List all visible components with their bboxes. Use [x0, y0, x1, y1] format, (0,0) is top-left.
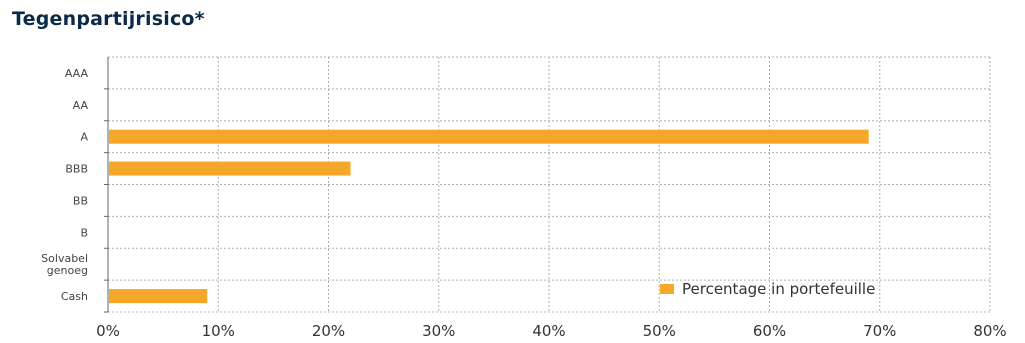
- x-tick-label: 60%: [753, 322, 786, 340]
- category-label: Cash: [61, 290, 88, 303]
- x-tick-label: 10%: [202, 322, 235, 340]
- x-tick-label: 70%: [863, 322, 896, 340]
- x-tick-label: 50%: [643, 322, 676, 340]
- x-tick-label: 30%: [422, 322, 455, 340]
- gridlines: [108, 56, 991, 313]
- category-label: Solvabel: [41, 252, 88, 265]
- bar: [109, 289, 208, 304]
- bars: [109, 129, 869, 304]
- legend-swatch: [660, 284, 674, 294]
- bar: [109, 129, 869, 144]
- chart-title: Tegenpartijrisico*: [12, 8, 205, 30]
- bar: [109, 161, 351, 176]
- category-label: genoeg: [47, 264, 88, 277]
- category-label: B: [80, 226, 88, 239]
- legend-label: Percentage in portefeuille: [682, 280, 875, 298]
- x-tick-labels: 0% 10% 20% 30% 40% 50% 60% 70% 80%: [96, 322, 1007, 340]
- x-tick-label: 80%: [973, 322, 1006, 340]
- x-tick-label: 20%: [312, 322, 345, 340]
- category-label: A: [80, 131, 88, 144]
- axis-lines: [104, 57, 109, 313]
- legend: Percentage in portefeuille: [660, 280, 875, 298]
- category-label: BB: [73, 194, 88, 207]
- category-label: BBB: [65, 163, 88, 176]
- category-label: AAA: [65, 67, 89, 80]
- category-label: AA: [73, 99, 89, 112]
- x-tick-label: 40%: [532, 322, 565, 340]
- x-tick-label: 0%: [96, 322, 120, 340]
